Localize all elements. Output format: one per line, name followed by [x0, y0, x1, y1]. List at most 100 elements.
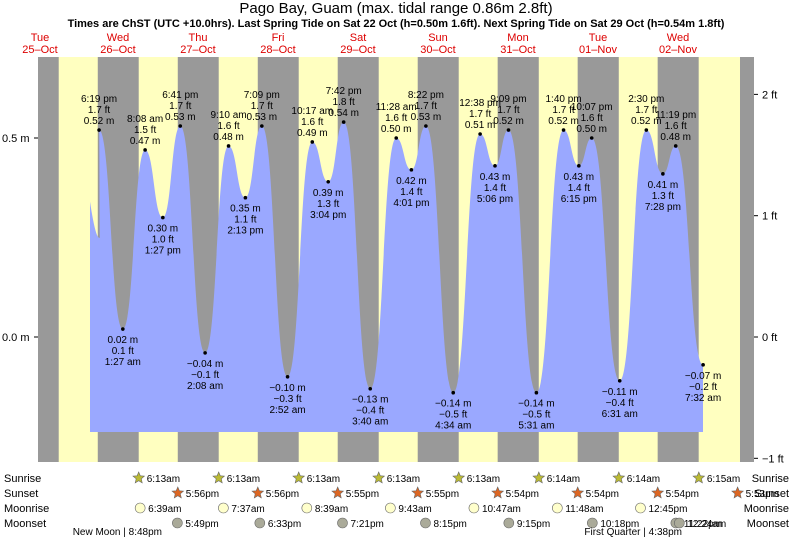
sunrise-icon	[612, 471, 626, 484]
moonset-row-label-left: Moonset	[4, 518, 46, 530]
tide-time-label: 3:04 pm	[310, 210, 346, 221]
moonset-time-label: 10:18pm	[600, 519, 639, 530]
tide-point	[617, 378, 622, 383]
sunrise-time-label: 6:14am	[547, 474, 580, 485]
tide-point	[424, 124, 428, 128]
sunset-icon	[411, 486, 425, 499]
tide-height-ft-label: −0.5 ft	[522, 410, 550, 421]
tide-time-label: 10:07 pm	[571, 102, 613, 113]
tide-time-label: 7:09 pm	[244, 90, 280, 101]
tide-time-label: 9:10 am	[210, 110, 246, 121]
right-axis-tick-label: 0 ft	[762, 332, 777, 344]
tide-point	[178, 124, 183, 128]
tide-time-label: 12:38 pm	[459, 98, 501, 109]
moonset-icon	[337, 517, 348, 529]
moonrise-time-label: 11:48am	[565, 504, 603, 515]
tide-height-m-label: 0.53 m	[247, 112, 278, 123]
tide-point	[310, 140, 315, 144]
tide-height-ft-label: 1.7 ft	[88, 105, 110, 116]
tide-height-m-label: 0.47 m	[130, 136, 161, 147]
moonrise-icon	[218, 502, 229, 514]
moonrise-row-label-right: Moonrise	[744, 503, 789, 515]
sunset-icon	[171, 486, 185, 499]
tide-point	[326, 179, 331, 184]
tide-time-label: 9:09 pm	[490, 94, 526, 105]
tide-height-ft-label: 1.4 ft	[484, 183, 506, 194]
sunrise-time-label: 6:13am	[307, 474, 340, 485]
tide-time-label: 7:28 pm	[645, 202, 681, 213]
tide-time-label: 2:30 pm	[628, 94, 664, 105]
tide-point	[673, 144, 678, 148]
tide-height-m-label: −0.13 m	[352, 395, 388, 406]
daylight-band	[698, 57, 740, 462]
tide-height-m-label: 0.53 m	[165, 112, 196, 123]
tide-point	[161, 215, 165, 220]
tide-height-ft-label: 1.7 ft	[552, 105, 574, 116]
tide-height-ft-label: 1.7 ft	[415, 101, 437, 112]
moonrise-time-label: 10:47am	[482, 504, 521, 515]
moon-phase-new-moon: New Moon | 8:48pm	[73, 527, 162, 538]
tide-time-label: 1:27 pm	[145, 246, 181, 257]
tide-height-ft-label: 1.7 ft	[497, 105, 519, 116]
tide-height-m-label: −0.07 m	[685, 371, 721, 382]
moonset-time-label: 9:15pm	[517, 519, 550, 530]
tide-height-ft-label: 1.7 ft	[469, 109, 491, 120]
day-date-label: 31–Oct	[500, 44, 535, 56]
sunset-time-label: 5:55pm	[346, 489, 379, 500]
chart-subtitle: Times are ChST (UTC +10.0hrs). Last Spri…	[68, 18, 725, 30]
tide-height-ft-label: 1.3 ft	[317, 199, 339, 210]
tide-point	[226, 144, 231, 148]
tide-point	[143, 148, 147, 152]
tide-point	[394, 136, 399, 140]
tide-time-label: 11:19 pm	[655, 110, 696, 121]
day-name-label: Sun	[428, 32, 448, 44]
tide-height-m-label: 0.53 m	[411, 112, 442, 123]
moonrise-icon	[635, 502, 646, 514]
day-date-label: 25–Oct	[22, 44, 57, 56]
tide-time-label: 6:31 am	[602, 409, 638, 420]
tide-height-m-label: −0.04 m	[187, 359, 223, 370]
tide-time-label: 2:08 am	[187, 381, 223, 392]
sunrise-row-label-left: Sunrise	[4, 473, 41, 485]
tide-height-ft-label: 1.7 ft	[169, 101, 191, 112]
tide-height-m-label: 0.02 m	[108, 335, 139, 346]
tide-height-ft-label: 1.6 ft	[217, 121, 239, 132]
tide-time-label: 2:13 pm	[227, 226, 263, 237]
sunset-icon	[251, 486, 265, 499]
tide-time-label: 4:34 am	[435, 421, 471, 432]
moonset-time-label: 11:22pm	[684, 519, 722, 530]
tide-height-m-label: 0.48 m	[660, 132, 691, 143]
sunrise-time-label: 6:13am	[387, 474, 420, 485]
tide-height-ft-label: −0.2 ft	[689, 382, 717, 393]
tide-height-ft-label: 1.6 ft	[665, 121, 687, 132]
moonrise-icon	[301, 502, 313, 514]
tide-height-ft-label: 1.6 ft	[301, 117, 323, 128]
tide-height-m-label: 0.43 m	[564, 172, 595, 183]
moonset-icon	[503, 517, 515, 529]
moonset-icon	[674, 517, 685, 529]
moonrise-icon	[385, 502, 396, 514]
tide-height-ft-label: 1.1 ft	[234, 215, 256, 226]
tide-point	[561, 128, 566, 132]
tide-point	[260, 124, 264, 128]
day-date-label: 27–Oct	[180, 44, 215, 56]
moonset-time-label: 12:24am	[687, 519, 726, 530]
right-axis-strip	[740, 57, 754, 462]
tide-point	[203, 351, 207, 355]
moonset-icon	[254, 517, 266, 529]
tide-height-m-label: 0.39 m	[313, 188, 344, 199]
tide-height-m-label: −0.14 m	[518, 399, 554, 410]
sunrise-icon	[292, 471, 306, 484]
tide-height-ft-label: −0.4 ft	[356, 406, 384, 417]
day-date-label: 29–Oct	[340, 44, 375, 56]
sunrise-icon	[452, 471, 466, 484]
sunset-time-label: 5:54pm	[666, 489, 699, 500]
tide-height-ft-label: −0.5 ft	[439, 410, 467, 421]
tide-height-ft-label: 1.5 ft	[134, 125, 156, 136]
sunrise-time-label: 6:13am	[227, 474, 260, 485]
sunrise-row-label-right: Sunrise	[752, 473, 789, 485]
tide-height-ft-label: 1.4 ft	[400, 187, 422, 198]
tide-time-label: 6:41 pm	[162, 90, 198, 101]
tide-height-m-label: 0.49 m	[297, 128, 328, 139]
day-date-label: 26–Oct	[100, 44, 135, 56]
